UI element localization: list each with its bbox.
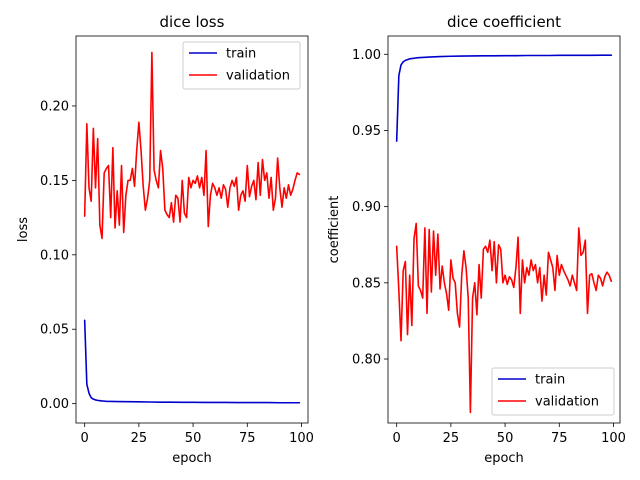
dice-loss-validation-line <box>83 51 301 240</box>
dice-coefficient-y-tick-label: 0.95 <box>352 124 381 139</box>
dice-loss-ticks: 0 25 50 75 100 0.00 0.05 0.10 0.15 0.20 <box>40 99 314 446</box>
dice-coefficient-legend-train-label: train <box>535 373 565 388</box>
dice-coefficient-y-tick-label: 1.00 <box>352 48 381 63</box>
dice-loss-x-tick-label: 100 <box>289 431 314 446</box>
dice-loss-x-tick-label: 25 <box>131 431 148 446</box>
dice-coefficient-ticks: 0 25 50 75 100 0.80 0.85 0.90 0.95 1.00 <box>352 48 626 446</box>
dice-loss-panel: dice loss epoch loss 0 25 50 75 1000.000.050… <box>16 13 314 466</box>
dice-loss-x-tick-label: 75 <box>239 431 256 446</box>
dice-loss-train-line <box>83 319 301 404</box>
dice-loss-series <box>83 51 301 404</box>
dice-coefficient-x-tick-label: 0 <box>393 431 401 446</box>
dice-coefficient-y-tick-label: 0.85 <box>352 276 381 291</box>
dice-coefficient-train-line <box>395 54 613 142</box>
dice-coefficient-series <box>395 54 613 414</box>
dice-loss-y-tick-label: 0.15 <box>40 174 69 189</box>
dice-loss-x-axis-label: epoch <box>172 451 212 466</box>
dice-coefficient-plot-frame <box>387 35 621 424</box>
dice-loss-legend: train validation <box>182 41 301 90</box>
dice-loss-x-tick-label: 50 <box>185 431 202 446</box>
dice-loss-y-tick-label: 0.10 <box>40 248 69 263</box>
dice-coefficient-validation-line <box>395 222 613 414</box>
dice-loss-y-tick-label: 0.00 <box>40 397 69 412</box>
dice-loss-x-tick-label: 0 <box>81 431 89 446</box>
dice-coefficient-x-tick-label: 50 <box>497 431 514 446</box>
dice-coefficient-title: dice coefficient <box>447 13 561 31</box>
dice-coefficient-x-tick-label: 75 <box>551 431 568 446</box>
dice-loss-title: dice loss <box>160 13 225 31</box>
dice-coefficient-legend: train validation <box>491 367 615 416</box>
dice-coefficient-y-tick-label: 0.80 <box>352 353 381 368</box>
dice-loss-legend-validation-label: validation <box>226 69 290 84</box>
dice-loss-legend-train-label: train <box>226 47 256 62</box>
dice-coefficient-y-axis-label: coefficient <box>327 196 342 264</box>
dice-coefficient-x-axis-label: epoch <box>484 451 524 466</box>
dice-coefficient-legend-validation-label: validation <box>535 395 599 410</box>
dice-loss-y-tick-label: 0.05 <box>40 323 69 338</box>
dice-coefficient-x-tick-label: 100 <box>601 431 626 446</box>
dice-coefficient-x-tick-label: 25 <box>443 431 460 446</box>
dice-loss-y-axis-label: loss <box>16 217 31 242</box>
dice-coefficient-panel: dice coefficient epoch coefficient 0 25 50… <box>327 13 626 466</box>
dice-coefficient-y-tick-label: 0.90 <box>352 200 381 215</box>
dice-loss-plot-frame <box>75 35 309 424</box>
dice-loss-y-tick-label: 0.20 <box>40 99 69 114</box>
